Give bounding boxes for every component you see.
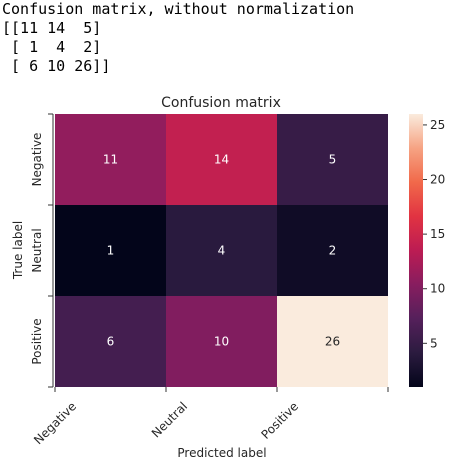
heatmap-cell-labels: 11 14 51 4 26 10 26 — [103, 153, 340, 349]
console-line: [[11 14 5] — [2, 19, 102, 37]
x-axis-tick-labels: Negative Neutral Positive — [31, 399, 301, 447]
colorbar — [409, 114, 423, 387]
heatmap-cell — [277, 296, 388, 387]
heatmap-cell-label: 1 — [107, 244, 115, 258]
heatmap-cell — [55, 114, 166, 205]
heatmap-cells — [55, 114, 388, 387]
heatmap-cell — [55, 205, 166, 296]
console-line: [ 6 10 26]] — [2, 57, 111, 75]
heatmap-cell-label: 4 — [218, 244, 226, 258]
heatmap-cell-label: 6 — [107, 335, 115, 349]
heatmap-cell — [166, 114, 277, 205]
chart-title: Confusion matrix — [161, 95, 281, 111]
x-tick-label: Neutral — [149, 399, 190, 440]
console-output: Confusion matrix, without normalization[… — [2, 0, 354, 76]
x-axis-label: Predicted label — [177, 446, 266, 460]
y-axis-tick-labels: Negative Neutral Positive — [30, 133, 44, 365]
colorbar-tick-label: 20 — [430, 173, 445, 187]
x-tick-label: Positive — [259, 399, 302, 442]
heatmap-cell-label: 26 — [325, 335, 340, 349]
x-axis-ticks — [54, 387, 389, 392]
heatmap-cell — [166, 296, 277, 387]
heatmap-cell-label: 2 — [329, 244, 337, 258]
colorbar-ticks: 5 10 15 20 25 — [423, 118, 445, 350]
heatmap-cell — [277, 205, 388, 296]
colorbar-tick-label: 10 — [430, 282, 445, 296]
heatmap-cell-label: 14 — [214, 153, 229, 167]
heatmap-cell — [277, 114, 388, 205]
y-tick-label: Positive — [30, 318, 44, 364]
heatmap-cell — [166, 205, 277, 296]
y-tick-label: Negative — [30, 133, 44, 187]
y-tick-label: Neutral — [30, 228, 44, 272]
console-line: [ 1 4 2] — [2, 38, 102, 56]
heatmap-cell-label: 10 — [214, 335, 229, 349]
console-line: Confusion matrix, without normalization — [2, 0, 355, 18]
y-axis-ticks — [48, 113, 53, 388]
colorbar-tick-label: 5 — [430, 336, 438, 350]
colorbar-tick-label: 15 — [430, 227, 445, 241]
heatmap-cell-label: 5 — [329, 153, 337, 167]
x-tick-label: Negative — [31, 399, 79, 447]
colorbar-tick-label: 25 — [430, 118, 445, 132]
heatmap-cell-label: 11 — [103, 153, 118, 167]
heatmap-cell — [55, 296, 166, 387]
y-axis-label: True label — [11, 221, 25, 280]
